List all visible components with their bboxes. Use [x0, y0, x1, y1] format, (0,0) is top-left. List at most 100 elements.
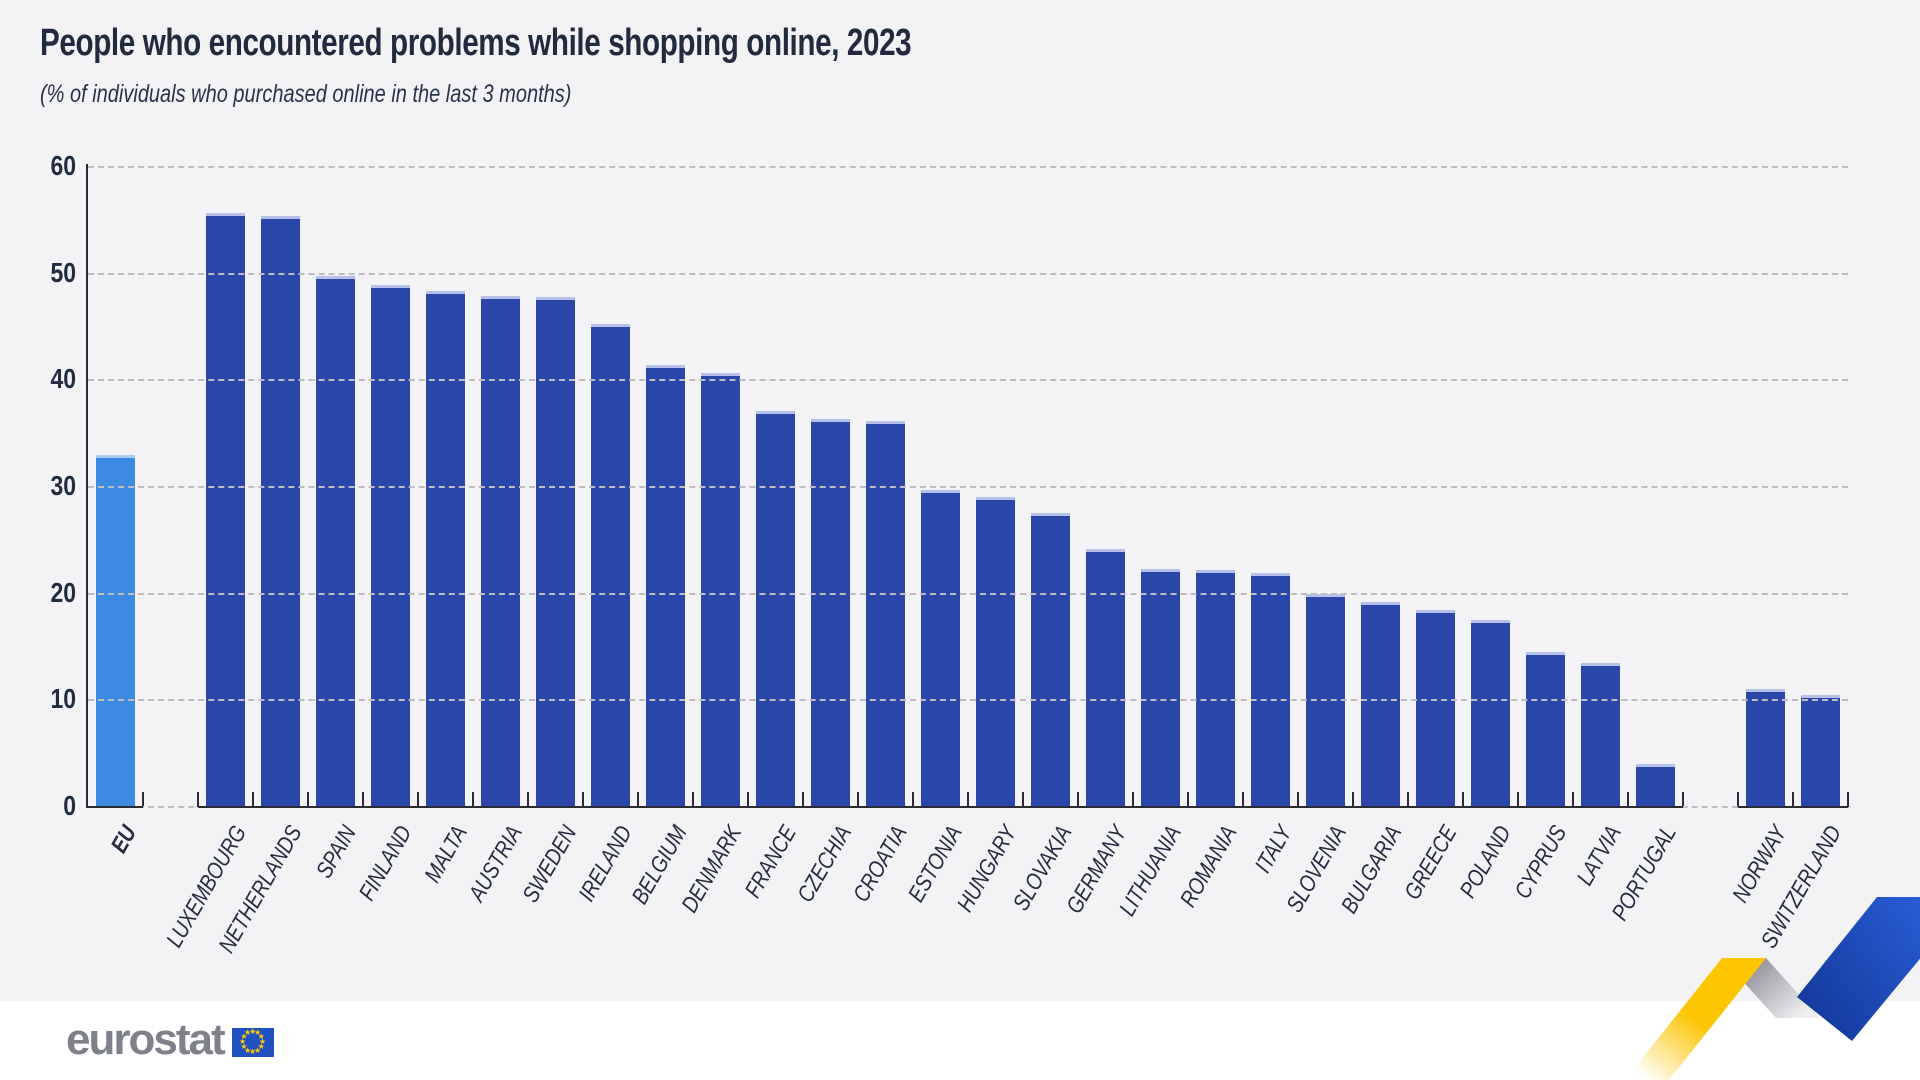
x-axis-segment — [88, 806, 143, 808]
x-axis-tick — [1737, 792, 1739, 807]
bar-slot-hungary: HUNGARY — [951, 167, 1023, 916]
bar-austria — [480, 296, 521, 807]
x-axis-tick — [692, 792, 694, 807]
bar-slot-lithuania: LITHUANIA — [1114, 167, 1188, 920]
flag-star: ★ — [249, 1027, 257, 1036]
bar-switzerland — [1800, 695, 1841, 807]
gridline-10 — [88, 699, 1848, 702]
bar-slot-malta: MALTA — [418, 167, 473, 887]
bar-malta — [425, 290, 466, 807]
y-tick-label-50: 50 — [50, 256, 76, 288]
x-axis-tick — [1627, 792, 1629, 807]
x-axis-tick — [1132, 792, 1134, 807]
gridline-30 — [88, 486, 1848, 488]
bar-slot-bulgaria: BULGARIA — [1336, 167, 1408, 917]
x-axis-tick — [1297, 792, 1299, 807]
x-axis-tick — [1682, 792, 1684, 807]
bar-czechia — [810, 418, 851, 807]
gridline-50 — [88, 272, 1848, 275]
y-tick-label-30: 30 — [50, 470, 76, 501]
flag-star: ★ — [257, 1032, 265, 1041]
bar-slot-cyprus: CYPRUS — [1509, 167, 1573, 903]
y-tick-label-60: 60 — [50, 150, 76, 181]
bar-cyprus — [1525, 652, 1566, 807]
y-tick-label-40: 40 — [50, 363, 76, 395]
bar-slot-poland: POLAND — [1455, 167, 1518, 902]
bar-slot-germany: GERMANY — [1061, 167, 1133, 918]
bar-slot-sweden: SWEDEN — [517, 167, 583, 907]
x-axis-tick — [747, 792, 749, 807]
bar-slot-italy: ITALY — [1243, 167, 1298, 877]
bar-romania — [1195, 570, 1236, 807]
bar-slot-luxembourg: LUXEMBOURG — [161, 167, 253, 952]
x-axis-tick — [472, 792, 474, 807]
chart-subtitle: (% of individuals who purchased online i… — [40, 80, 572, 108]
bar-slot-netherlands: NETHERLANDS — [213, 167, 308, 957]
bar-slot-croatia: CROATIA — [847, 167, 913, 906]
x-axis-tick — [1187, 792, 1189, 807]
bar-france — [755, 411, 796, 807]
ribbon-blue-band — [1797, 897, 1920, 1041]
flag-star: ★ — [244, 1045, 252, 1055]
bar-slot-estonia: ESTONIA — [902, 167, 968, 906]
x-axis-tick — [197, 792, 199, 807]
x-axis-tick — [1462, 792, 1464, 807]
bar-slot-switzerland: SWITZERLAND — [1755, 167, 1848, 952]
x-axis-tick — [1517, 792, 1519, 807]
x-axis-tick — [967, 792, 969, 807]
flag-star: ★ — [259, 1037, 267, 1046]
bar-lithuania — [1140, 569, 1181, 807]
x-axis-tick — [912, 792, 914, 807]
eu-flag-icon: ★ ★ ★ ★ ★ ★ ★ ★ ★ ★ ★ ★ — [231, 1027, 274, 1057]
bar-slot-romania: ROMANIA — [1174, 167, 1243, 911]
bar-hungary — [975, 496, 1016, 807]
x-axis-tick — [362, 792, 364, 807]
bar-estonia — [920, 490, 961, 807]
x-axis-tick — [417, 792, 419, 807]
eurostat-logo-text: eurostat — [66, 1015, 226, 1064]
x-axis-tick — [1572, 792, 1574, 807]
x-axis-tick — [1022, 792, 1024, 807]
bar-luxembourg — [205, 212, 246, 807]
bar-slot-slovakia: SLOVAKIA — [1007, 167, 1078, 915]
bar-slot-france: FRANCE — [740, 167, 803, 902]
x-axis-tick — [527, 792, 529, 807]
bar-chart-plot-area: EU LUXEMBOURG NETHERLANDS SPAIN FINLAND MALTA… — [50, 150, 1849, 957]
x-axis-segment — [198, 806, 1683, 808]
x-axis-tick — [1847, 792, 1849, 807]
y-tick-label-0: 0 — [63, 790, 76, 821]
bar-slots: EU LUXEMBOURG NETHERLANDS SPAIN FINLAND MALTA… — [88, 167, 1848, 957]
x-axis-segment — [1738, 806, 1848, 808]
bar-slot-portugal: PORTUGAL — [1607, 167, 1683, 925]
bar-slot-eu: EU — [88, 167, 143, 857]
x-axis-tick — [1792, 792, 1794, 807]
bar-germany — [1085, 548, 1126, 807]
eurostat-ribbon-decoration — [1625, 897, 1920, 1080]
y-tick-label-10: 10 — [50, 683, 76, 715]
bar-ireland — [590, 323, 631, 807]
bar-denmark — [700, 372, 741, 807]
eurostat-logo: eurostat ★ ★ ★ ★ ★ ★ ★ ★ ★ ★ ★ ★ — [66, 1018, 274, 1062]
x-axis-tick — [1407, 792, 1409, 807]
bar-slot-ireland: IRELAND — [573, 167, 638, 906]
bar-latvia — [1580, 663, 1621, 807]
x-axis-tick — [307, 792, 309, 807]
bar-slot-norway: NORWAY — [1727, 167, 1793, 907]
bar-portugal — [1635, 764, 1676, 807]
bar-slot-greece: GREECE — [1399, 167, 1463, 904]
y-tick-label-20: 20 — [50, 576, 76, 608]
bar-slot-czechia: CZECHIA — [792, 167, 858, 906]
bar-slot-spain: SPAIN — [308, 167, 363, 882]
x-axis-tick — [142, 792, 144, 807]
bar-slot-denmark: DENMARK — [676, 167, 748, 917]
x-axis-tick — [1077, 792, 1079, 807]
x-axis-tick — [1352, 792, 1354, 807]
chart-title: People who encountered problems while sh… — [40, 22, 912, 64]
gridline-20 — [88, 592, 1848, 595]
bar-spain — [315, 275, 356, 807]
flag-star: ★ — [240, 1042, 248, 1051]
gridline-60 — [88, 166, 1848, 168]
x-axis-tick — [252, 792, 254, 807]
bar-slovakia — [1030, 512, 1071, 807]
bar-slot-belgium: BELGIUM — [626, 167, 693, 908]
